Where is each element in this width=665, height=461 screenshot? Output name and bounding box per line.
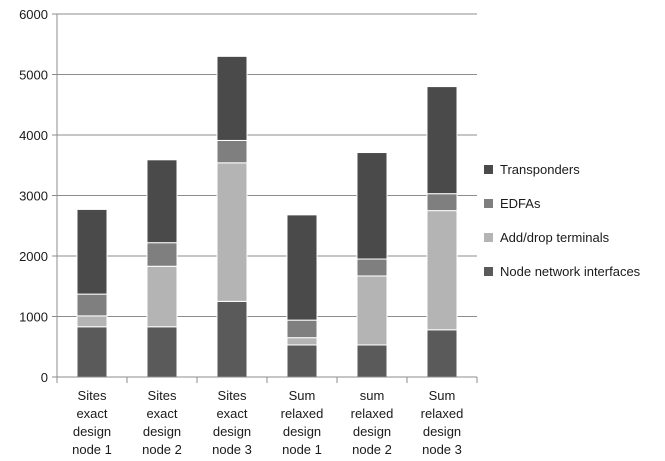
x-category-label-line: node 2 [352,442,392,457]
x-category-label-line: relaxed [421,406,464,421]
legend-item: Add/drop terminals [484,230,610,245]
bar-segment [146,326,178,378]
bar-segment [286,214,318,321]
bar-segment [76,326,108,378]
bar-segment [216,55,248,141]
legend-label: Add/drop terminals [500,230,610,245]
x-category-label-line: exact [146,406,177,421]
legend-item: EDFAs [484,196,541,211]
x-category-label-line: node 1 [72,442,112,457]
bar-segment [76,208,108,295]
bar-segment [426,210,458,331]
legend-label: Node network interfaces [500,264,641,279]
legend-label: EDFAs [500,196,541,211]
bar-stack [286,214,318,378]
x-category-label-line: relaxed [351,406,394,421]
bar-stack [216,55,248,378]
bar-segment [286,337,318,346]
bar-segment [426,193,458,212]
bar-segment [146,265,178,328]
legend-swatch [484,199,493,208]
x-category-label-line: node 3 [422,442,462,457]
bar-segment [286,319,318,339]
x-category-label: Sites exact design node 1 [72,388,112,457]
x-axis: Sites exact design node 1 Sites exact design no… [56,376,478,457]
bar-stack [426,86,458,378]
bar-segment [286,344,318,378]
bar-segment [356,152,388,260]
x-category-label-line: node 1 [282,442,322,457]
bar-stack [76,208,108,378]
legend-swatch [484,165,493,174]
bar-segment [216,162,248,302]
bar-segment [356,344,388,378]
x-category-label: sum relaxed design node 2 [351,388,394,457]
bar-segment [76,315,108,328]
bar-segment [426,329,458,378]
x-category-label-line: design [283,424,321,439]
y-tick-label: 1000 [19,310,48,325]
x-category-label: Sites exact design node 2 [142,388,182,457]
y-tick-label: 2000 [19,249,48,264]
legend-swatch [484,267,493,276]
bar-segment [426,86,458,195]
legend-label: Transponders [500,162,580,177]
gridlines [57,13,477,317]
legend-swatch [484,233,493,242]
x-category-label-line: Sum [429,388,456,403]
x-category-label-line: design [73,424,111,439]
x-category-label-line: relaxed [281,406,324,421]
x-category-label-line: design [423,424,461,439]
bar-stack [146,159,178,378]
x-category-label-line: Sites [78,388,107,403]
bar-segment [356,258,388,277]
y-tick-label: 5000 [19,68,48,83]
legend: Transponders EDFAs Add/drop terminals Node … [484,162,641,279]
x-category-label-line: design [143,424,181,439]
x-category-label-line: Sum [289,388,316,403]
x-category-label-line: node 3 [212,442,252,457]
legend-item: Transponders [484,162,580,177]
y-tick-label: 4000 [19,128,48,143]
x-category-label-line: exact [76,406,107,421]
bars [76,55,458,378]
x-category-label-line: design [213,424,251,439]
x-category-label-line: exact [216,406,247,421]
bar-segment [216,300,248,378]
bar-segment [356,275,388,346]
bar-segment [76,293,108,317]
x-category-label: Sites exact design node 3 [212,388,252,457]
x-category-label-line: design [353,424,391,439]
y-tick-label: 0 [41,370,48,385]
bar-stack [356,152,388,378]
x-category-label: Sum relaxed design node 3 [421,388,464,457]
bar-segment [146,159,178,244]
legend-item: Node network interfaces [484,264,641,279]
bar-segment [216,139,248,164]
bar-segment [146,242,178,267]
x-category-label-line: node 2 [142,442,182,457]
x-category-label: Sum relaxed design node 1 [281,388,324,457]
x-category-label-line: Sites [218,388,247,403]
y-tick-label: 3000 [19,189,48,204]
y-axis: 0 1000 2000 3000 4000 5000 6000 [19,7,58,385]
y-tick-label: 6000 [19,7,48,22]
x-category-label-line: sum [360,388,385,403]
x-category-label-line: Sites [148,388,177,403]
